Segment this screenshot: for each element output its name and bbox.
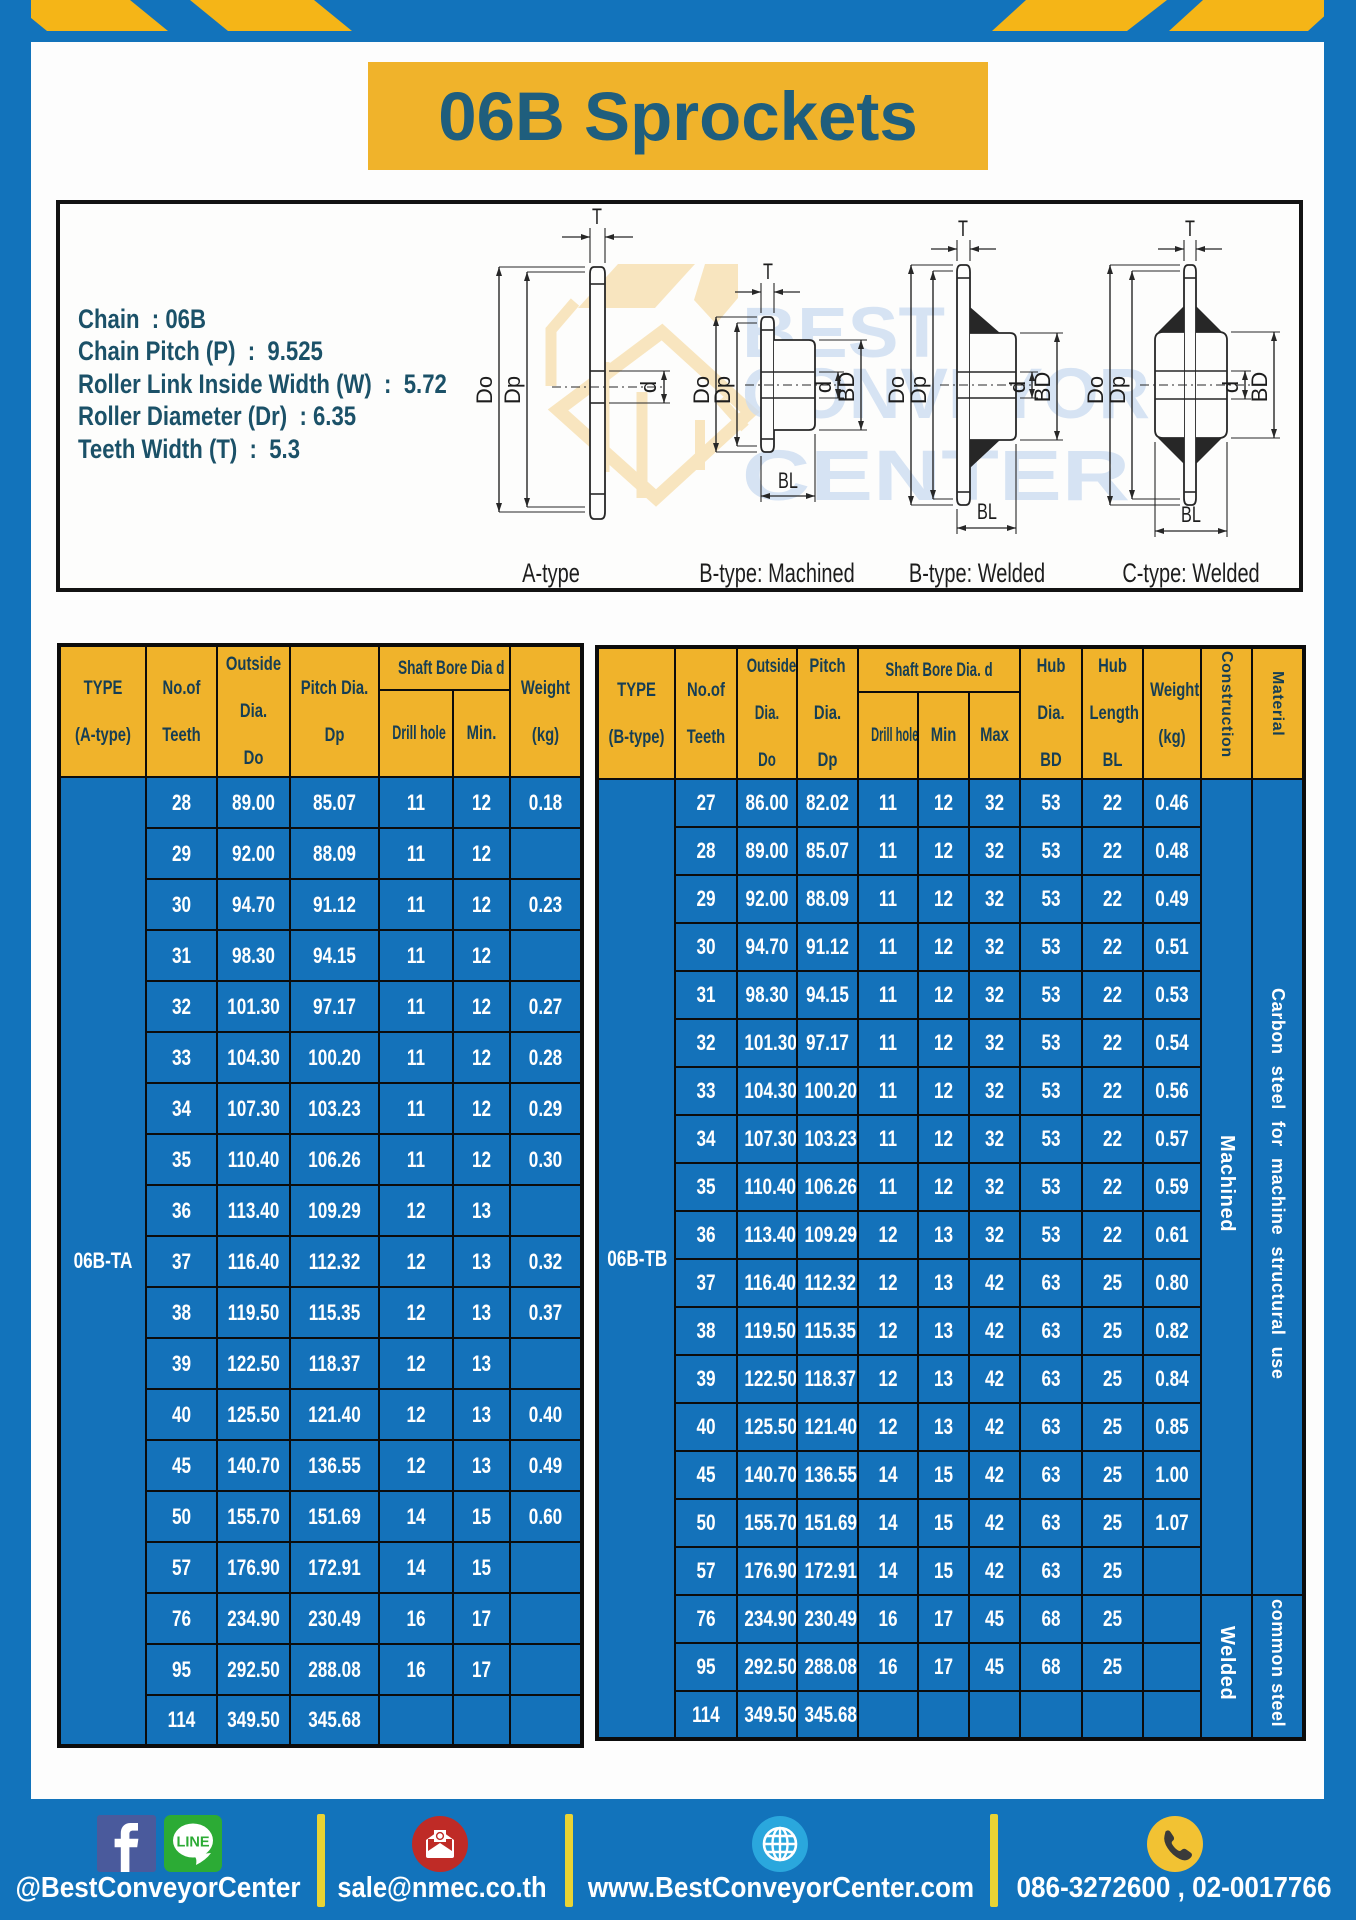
svg-text:Dp: Dp	[906, 376, 931, 404]
svg-text:d: d	[1218, 381, 1243, 393]
svg-text:Dp: Dp	[500, 376, 525, 404]
svg-text:BL: BL	[977, 500, 997, 525]
svg-text:BL: BL	[1181, 503, 1201, 528]
svg-text:Dp: Dp	[710, 376, 735, 404]
svg-text:BD: BD	[1030, 372, 1055, 403]
svg-text:T: T	[958, 217, 968, 242]
svg-text:d: d	[1005, 381, 1030, 393]
svg-text:C-type: Welded: C-type: Welded	[1122, 558, 1259, 588]
svg-text:B-type: Machined: B-type: Machined	[699, 558, 854, 588]
svg-text:T: T	[592, 205, 602, 230]
svg-text:T: T	[1185, 217, 1195, 242]
svg-text:A-type: A-type	[522, 558, 580, 588]
svg-text:CENTER: CENTER	[742, 437, 1130, 516]
svg-text:T: T	[763, 260, 773, 285]
svg-text:Do: Do	[689, 376, 714, 404]
svg-text:Do: Do	[1083, 376, 1108, 404]
svg-text:d: d	[636, 381, 661, 393]
svg-text:BD: BD	[1247, 372, 1272, 403]
svg-text:Do: Do	[884, 376, 909, 404]
svg-text:LINE: LINE	[176, 1835, 209, 1851]
svg-text:Dp: Dp	[1105, 376, 1130, 404]
svg-text:d: d	[811, 381, 836, 393]
svg-text:BL: BL	[778, 469, 798, 494]
svg-text:B-type: Welded: B-type: Welded	[909, 558, 1045, 588]
svg-text:BD: BD	[834, 372, 859, 403]
svg-text:Do: Do	[472, 376, 497, 404]
